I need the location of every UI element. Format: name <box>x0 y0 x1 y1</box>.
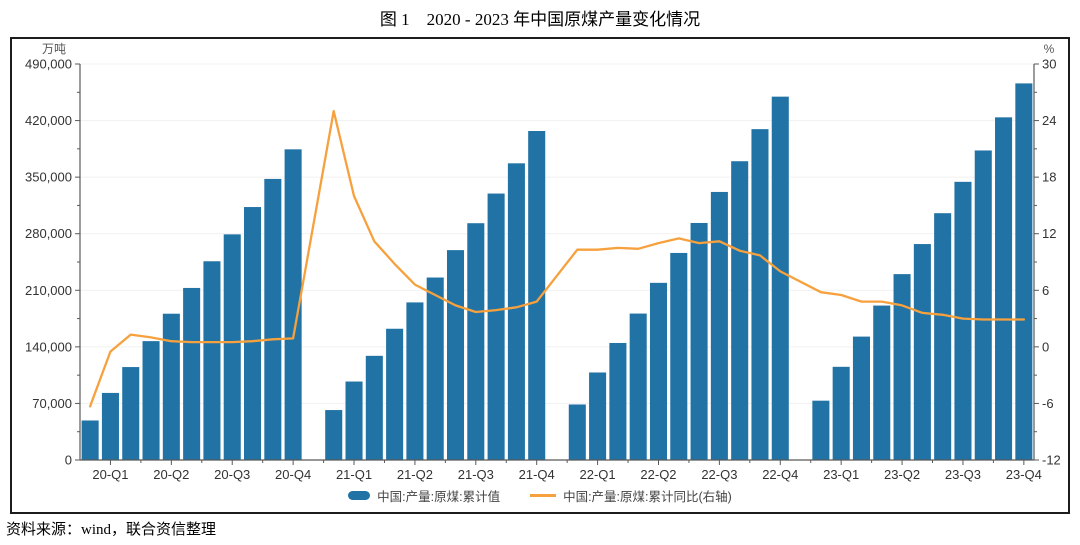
y-right-tick-label: 30 <box>1042 57 1056 72</box>
figure-title: 图 1 2020 - 2023 年中国原煤产量变化情况 <box>379 10 701 29</box>
y-left-tick-label: 210,000 <box>25 283 72 298</box>
bar-2021-11 <box>507 163 525 460</box>
bar-2021-05 <box>386 328 404 460</box>
legend-item-bar: 中国:产量:原煤:累计值 <box>348 486 500 505</box>
legend-bar-label: 中国:产量:原煤:累计值 <box>377 490 501 504</box>
bar-2023-12 <box>1015 83 1033 461</box>
x-axis-tick-label: 22-Q4 <box>762 467 798 482</box>
bar-2023-08 <box>934 213 952 460</box>
y-right-tick-label: -6 <box>1042 396 1054 411</box>
bar-2022-06 <box>649 282 668 460</box>
bar-2020-07 <box>183 287 201 460</box>
bar-2022-12 <box>771 96 789 461</box>
x-axis-tick-label: 20-Q2 <box>153 467 189 482</box>
y-right-tick-label: 18 <box>1042 170 1056 185</box>
chart-canvas: 0 70,000 140,000 210,000 280,000 350,000 420,0… <box>25 42 1061 482</box>
legend-line-swatch <box>530 494 557 497</box>
bar-2020-10 <box>244 207 262 460</box>
source-note: 资料来源：wind，联合资信整理 <box>6 522 217 538</box>
bar-2021-08 <box>446 250 465 460</box>
legend-bar-swatch <box>348 491 371 500</box>
left-axis-unit-label: 万吨 <box>42 42 66 56</box>
bar-2020-06 <box>162 313 180 460</box>
y-left-tick-label: 350,000 <box>25 170 72 185</box>
x-axis-tick-label: 21-Q4 <box>519 467 555 482</box>
bar-2023-11 <box>995 117 1013 460</box>
bar-2021-04 <box>365 355 383 460</box>
x-axis-tick-label: 23-Q2 <box>884 467 920 482</box>
x-axis-tick-label: 23-Q3 <box>945 467 981 482</box>
y-left-tick-label: 70,000 <box>32 396 72 411</box>
bar-2020-03 <box>101 392 119 460</box>
bar-2020-08 <box>203 261 221 460</box>
bar-2020-11 <box>264 178 282 461</box>
y-left-tick-label: 0 <box>65 453 72 468</box>
bar-2023-05 <box>873 305 891 460</box>
y-left-tick-label: 280,000 <box>25 226 72 241</box>
y-right-tick-label: 24 <box>1042 113 1056 128</box>
y-left-tick-label: 490,000 <box>25 57 72 72</box>
bar-2023-09 <box>954 181 972 460</box>
x-axis-tick-label: 21-Q1 <box>336 467 372 482</box>
right-axis-unit-label: % <box>1044 42 1055 56</box>
x-axis-tick-label: 22-Q2 <box>640 467 676 482</box>
x-axis-tick-label: 23-Q4 <box>1006 467 1042 482</box>
bar-2022-05 <box>629 313 647 460</box>
bar-2023-06 <box>893 274 911 460</box>
x-axis-tick-label: 22-Q3 <box>701 467 737 482</box>
legend: 中国:产量:原煤:累计值 中国:产量:原煤:累计同比(右轴) <box>12 486 1068 505</box>
y-left-tick-label: 140,000 <box>25 339 72 354</box>
bar-2023-02 <box>812 400 830 460</box>
y-left-tick-label: 420,000 <box>25 113 72 128</box>
bar-2022-04 <box>609 342 627 460</box>
bar-2020-09 <box>223 234 241 460</box>
bar-2023-03 <box>832 366 850 460</box>
bar-2021-10 <box>487 193 505 461</box>
x-axis-tick-label: 20-Q4 <box>275 467 311 482</box>
bar-2021-07 <box>426 277 444 460</box>
bar-2022-07 <box>670 252 688 460</box>
bar-2022-11 <box>751 129 769 460</box>
legend-line-label: 中国:产量:原煤:累计同比(右轴) <box>563 490 732 504</box>
x-axis-tick-label: 20-Q3 <box>214 467 250 482</box>
x-axis-tick-label: 21-Q3 <box>458 467 494 482</box>
bar-2023-04 <box>852 336 870 460</box>
x-axis-tick-label: 21-Q2 <box>397 467 433 482</box>
bar-2023-10 <box>974 150 992 460</box>
y-right-tick-label: 0 <box>1042 339 1049 354</box>
bar-2021-09 <box>467 223 485 460</box>
bar-2021-06 <box>406 302 424 460</box>
x-axis-tick-label: 20-Q1 <box>92 467 128 482</box>
bar-2022-03 <box>589 372 607 460</box>
bar-2022-08 <box>690 222 708 460</box>
bar-2022-10 <box>731 161 749 460</box>
bar-2021-03 <box>345 381 363 460</box>
bar-2022-09 <box>710 191 728 460</box>
trend-line <box>88 109 1026 408</box>
bar-2020-05 <box>142 341 160 460</box>
y-right-tick-label: 12 <box>1042 226 1056 241</box>
y-right-tick-label: -12 <box>1042 453 1061 468</box>
bar-2020-04 <box>122 367 140 460</box>
x-axis-tick-label: 23-Q1 <box>823 467 859 482</box>
bar-2020-12 <box>284 149 302 460</box>
x-axis-tick-label: 22-Q1 <box>580 467 616 482</box>
bar-2022-02 <box>568 404 586 460</box>
bar-2021-12 <box>528 131 546 460</box>
bar-2021-02 <box>325 410 343 460</box>
legend-item-line: 中国:产量:原煤:累计同比(右轴) <box>530 486 732 505</box>
bar-2020-02 <box>81 420 99 460</box>
y-right-tick-label: 6 <box>1042 283 1049 298</box>
chart-frame: 0 70,000 140,000 210,000 280,000 350,000 420,0… <box>10 37 1070 514</box>
bar-2023-07 <box>913 244 931 460</box>
